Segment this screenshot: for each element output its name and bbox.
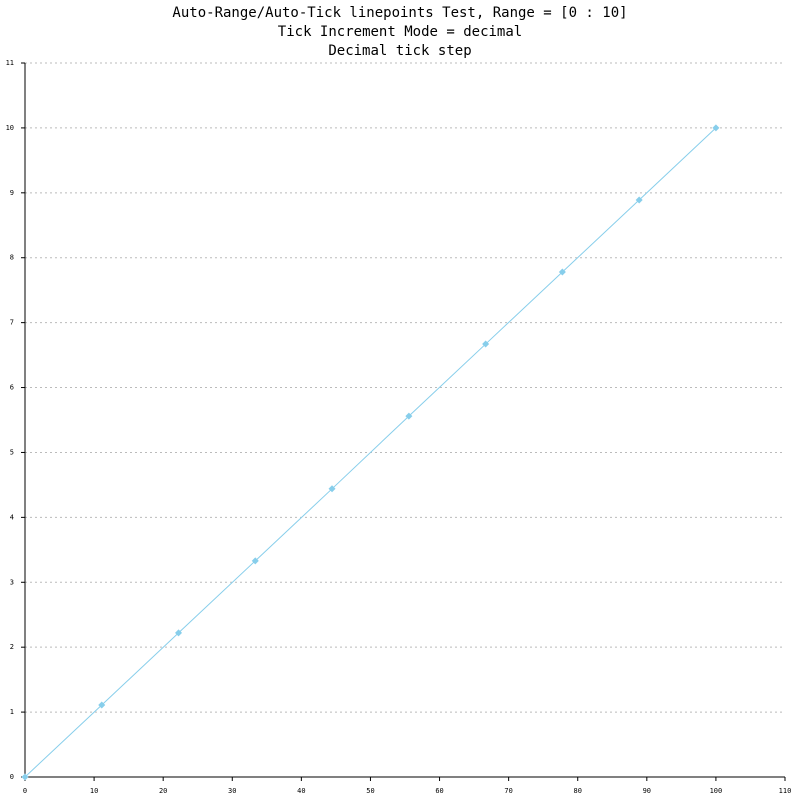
data-line <box>24 127 717 778</box>
x-tick-label: 70 <box>504 787 512 795</box>
y-tick-label: 9 <box>10 189 14 197</box>
y-tick-label: 7 <box>10 319 14 327</box>
y-tick-label: 5 <box>10 448 14 456</box>
data-point <box>251 557 259 565</box>
data-point <box>712 124 720 132</box>
x-tick-label: 60 <box>435 787 443 795</box>
y-tick-label: 1 <box>10 708 14 716</box>
data-point <box>98 701 106 709</box>
x-tick-label: 20 <box>159 787 167 795</box>
x-tick-label: 110 <box>779 787 792 795</box>
y-tick-label: 2 <box>10 643 14 651</box>
chart-title: Auto-Range/Auto-Tick linepoints Test, Ra… <box>172 5 627 21</box>
data-point <box>635 196 643 204</box>
data-point <box>405 412 413 420</box>
data-point <box>21 773 29 781</box>
x-tick-label: 10 <box>90 787 98 795</box>
y-tick-label: 10 <box>6 124 14 132</box>
chart-subtitle: Decimal tick step <box>328 43 471 59</box>
data-point <box>328 485 336 493</box>
data-point <box>558 268 566 276</box>
x-tick-label: 0 <box>23 787 27 795</box>
x-tick-label: 80 <box>574 787 582 795</box>
chart-subtitle: Tick Increment Mode = decimal <box>278 24 522 40</box>
data-point <box>482 340 490 348</box>
y-tick-label: 8 <box>10 254 14 262</box>
y-tick-label: 11 <box>6 59 14 67</box>
x-tick-label: 30 <box>228 787 236 795</box>
x-tick-label: 100 <box>710 787 723 795</box>
x-tick-label: 50 <box>366 787 374 795</box>
y-tick-label: 0 <box>10 773 14 781</box>
y-tick-label: 3 <box>10 578 14 586</box>
x-tick-label: 90 <box>643 787 651 795</box>
data-point <box>175 629 183 637</box>
y-tick-label: 4 <box>10 513 14 521</box>
x-tick-label: 40 <box>297 787 305 795</box>
y-tick-label: 6 <box>10 384 14 392</box>
